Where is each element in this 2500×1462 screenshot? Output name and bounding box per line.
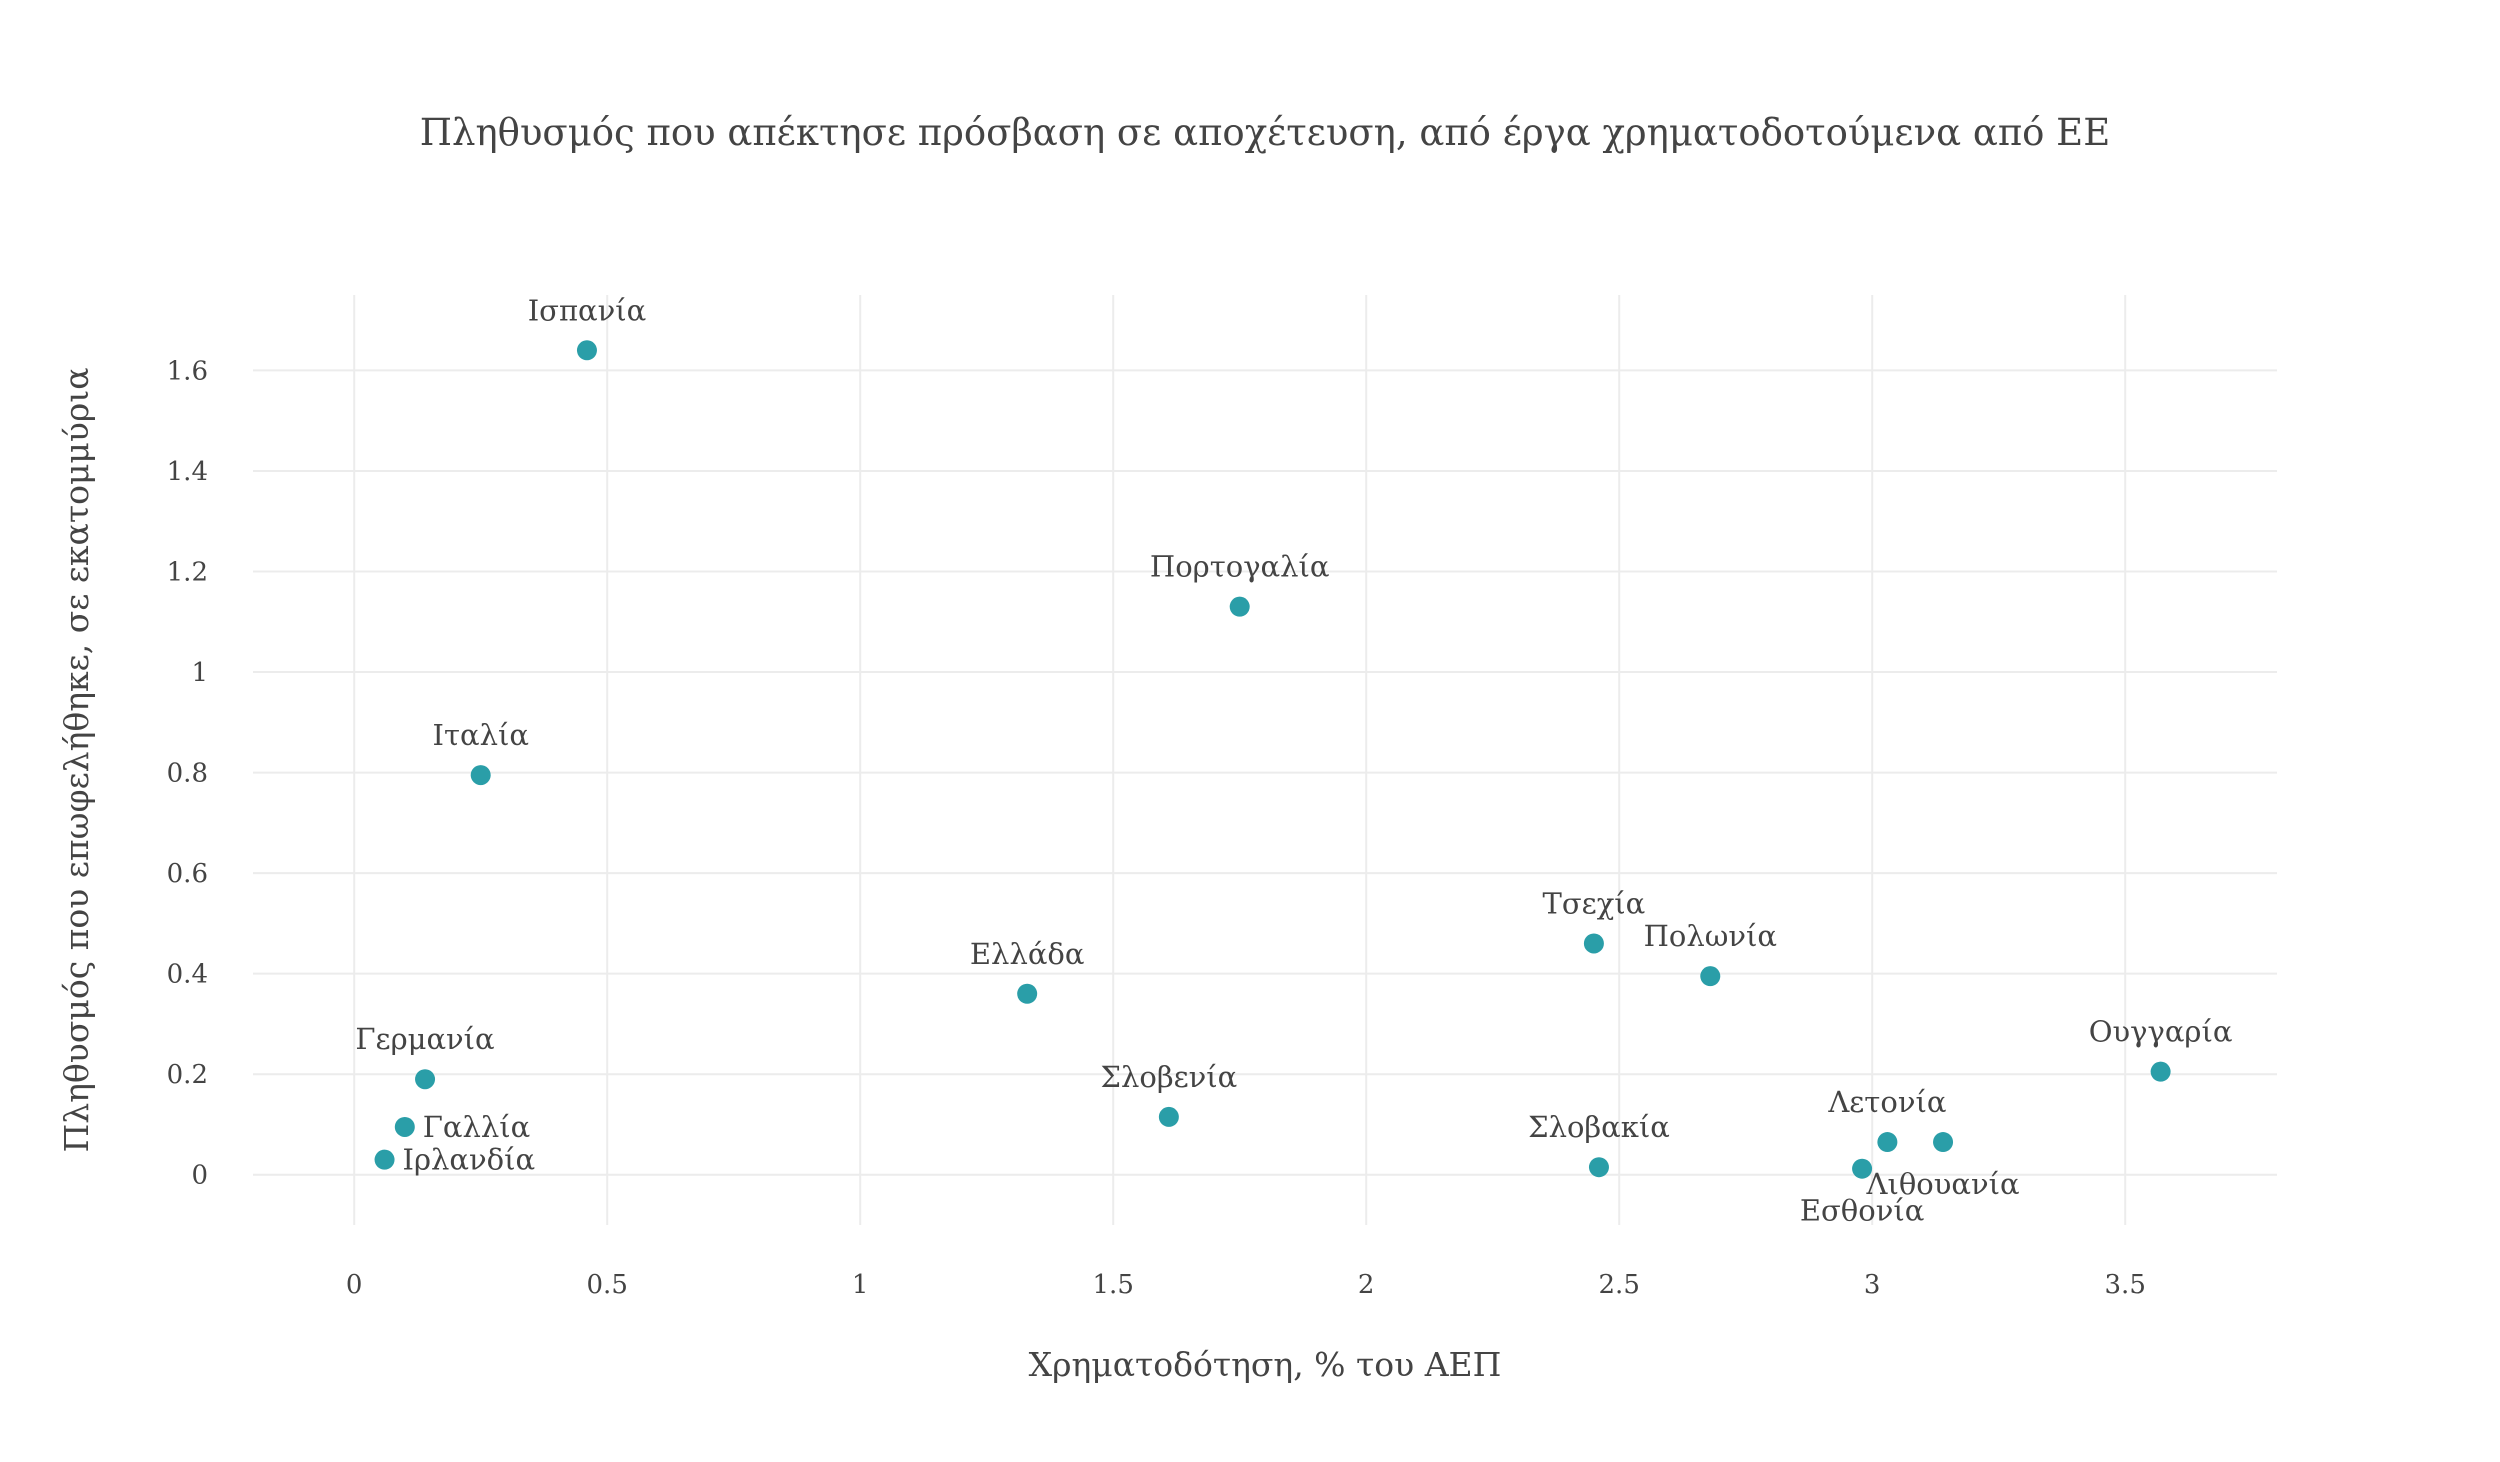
data-point (1588, 1157, 1609, 1178)
data-point (1877, 1132, 1898, 1153)
data-points (374, 340, 2171, 1179)
data-label: Πορτογαλία (1150, 550, 1330, 584)
data-label: Γερμανία (355, 1022, 494, 1056)
data-label: Ιταλία (432, 718, 528, 752)
x-tick-label: 3.5 (2105, 1270, 2146, 1300)
x-tick-label: 0.5 (587, 1270, 628, 1300)
x-tick-label: 2 (1358, 1270, 1375, 1300)
data-point (470, 765, 491, 786)
x-tick-label: 3 (1864, 1270, 1881, 1300)
data-label: Τσεχία (1543, 886, 1646, 920)
y-axis-title: Πληθυσμός που επωφελήθηκε, σε εκατομμύρι… (57, 367, 96, 1152)
data-point (1017, 983, 1038, 1004)
y-tick-label: 0.6 (167, 859, 208, 889)
data-point (1229, 596, 1250, 617)
data-point (1158, 1106, 1179, 1127)
x-tick-label: 2.5 (1599, 1270, 1640, 1300)
y-tick-label: 1.6 (167, 356, 208, 386)
y-tick-label: 0.8 (167, 759, 208, 789)
data-label: Γαλλία (423, 1110, 530, 1144)
data-point (2150, 1061, 2171, 1082)
data-label: Σλοβακία (1528, 1110, 1670, 1144)
data-label: Πολωνία (1644, 919, 1777, 953)
y-tick-label: 1.4 (167, 457, 208, 487)
x-axis-title: Χρηματοδότηση, % του ΑΕΠ (1029, 1345, 1502, 1384)
data-label: Ιρλανδία (403, 1143, 536, 1177)
data-point (394, 1116, 415, 1137)
y-tick-label: 1.2 (167, 557, 208, 587)
x-tick-label: 1 (852, 1270, 869, 1300)
data-label: Εσθονία (1800, 1194, 1924, 1228)
y-tick-label: 0 (191, 1161, 208, 1191)
data-label: Ουγγαρία (2089, 1015, 2233, 1049)
data-point (1852, 1158, 1873, 1179)
chart-title: Πληθυσμός που απέκτησε πρόσβαση σε αποχέ… (420, 111, 2110, 154)
data-label: Ισπανία (528, 293, 646, 327)
axis-ticks: 0 0.5 1 1.5 2 2.5 3 3.5 0 0.2 0.4 0.6 0.8 1 1.2 1.4 1.6 (167, 356, 2146, 1300)
x-tick-label: 0 (346, 1270, 363, 1300)
data-label: Ελλάδα (970, 937, 1085, 971)
data-point (576, 340, 597, 361)
data-label: Σλοβενία (1101, 1060, 1238, 1094)
data-label: Λιθουανία (1866, 1167, 2020, 1201)
y-tick-label: 1 (191, 658, 208, 688)
data-point (1583, 933, 1604, 954)
x-tick-label: 1.5 (1093, 1270, 1134, 1300)
data-point (1933, 1132, 1954, 1153)
data-point (415, 1069, 436, 1090)
y-tick-label: 0.2 (167, 1060, 208, 1090)
gridlines (253, 295, 2277, 1225)
data-point (1700, 966, 1721, 987)
data-label: Λετονία (1827, 1085, 1946, 1119)
data-point (374, 1149, 395, 1170)
y-tick-label: 0.4 (167, 960, 208, 990)
